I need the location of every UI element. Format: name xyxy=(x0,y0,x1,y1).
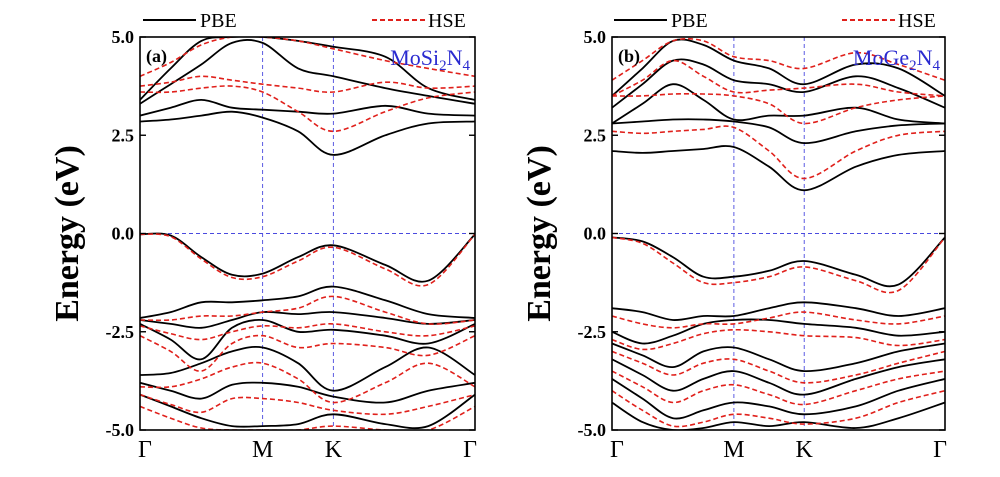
y-tick-label: 0.0 xyxy=(584,224,607,244)
pbe-band-10 xyxy=(612,58,945,109)
material-formula-base: MoGe xyxy=(853,45,909,70)
pbe-band-0 xyxy=(140,232,475,283)
pbe-band-1 xyxy=(612,301,945,321)
pbe-band-0 xyxy=(612,236,945,288)
pbe-band-9 xyxy=(612,83,945,125)
pbe-band-2 xyxy=(140,310,475,329)
y-tick-label: -2.5 xyxy=(578,322,607,342)
pbe-band-1 xyxy=(140,285,475,319)
material-formula-base: MoSi xyxy=(390,45,439,70)
legend-label-pbe: PBE xyxy=(200,10,237,32)
hse-band-9 xyxy=(612,37,945,81)
y-axis-label: Energy (eV) xyxy=(49,145,86,322)
x-tick-label-kpoint: K xyxy=(796,437,814,463)
y-tick-label: -2.5 xyxy=(106,322,135,342)
material-formula-s2: 4 xyxy=(463,58,471,74)
x-tick-label-kpoint: K xyxy=(325,437,343,463)
material-formula-mid: N xyxy=(447,45,463,70)
bands-group xyxy=(140,37,475,430)
pbe-band-8 xyxy=(612,118,945,145)
legend-label-hse: HSE xyxy=(898,10,936,32)
pbe-band-4 xyxy=(140,346,475,392)
y-tick-label: 2.5 xyxy=(584,125,607,145)
legend-label-pbe: PBE xyxy=(671,10,708,32)
y-tick-label: 0.0 xyxy=(112,224,135,244)
material-formula: MoGe2N4 xyxy=(853,45,941,74)
y-axis-label: Energy (eV) xyxy=(521,145,558,322)
hse-band-0 xyxy=(140,233,475,287)
material-formula-s1: 2 xyxy=(909,58,917,74)
x-tick-label-kpoint: M xyxy=(723,437,744,463)
legend-label-hse: HSE xyxy=(428,10,466,32)
hse-band-7 xyxy=(140,85,475,133)
x-tick-label-kpoint: M xyxy=(252,437,273,463)
x-tick-label-kpoint: Γ xyxy=(138,437,152,463)
pbe-band-2 xyxy=(612,318,945,345)
material-formula-s1: 2 xyxy=(439,58,447,74)
hse-band-0 xyxy=(612,236,945,294)
y-tick-label: 5.0 xyxy=(112,27,135,47)
hse-band-3 xyxy=(612,350,945,384)
material-formula-mid: N xyxy=(917,45,933,70)
pbe-band-8 xyxy=(140,98,475,117)
hse-band-6 xyxy=(140,405,475,430)
hse-band-8 xyxy=(612,59,945,97)
pbe-band-7 xyxy=(140,110,475,156)
hse-band-4 xyxy=(140,361,475,404)
pbe-band-7 xyxy=(612,145,945,192)
hse-band-1 xyxy=(612,311,945,329)
pbe-band-11 xyxy=(612,38,945,97)
pbe-band-3 xyxy=(140,318,475,361)
y-tick-label: 2.5 xyxy=(112,125,135,145)
pbe-band-5 xyxy=(612,378,945,420)
hse-band-1 xyxy=(140,295,475,325)
x-tick-label-kpoint: Γ xyxy=(933,437,947,463)
y-tick-label: 5.0 xyxy=(584,27,607,47)
y-tick-label: -5.0 xyxy=(106,420,135,440)
bands-group xyxy=(612,37,945,430)
pbe-band-6 xyxy=(140,393,475,430)
panel-label: (a) xyxy=(146,46,167,67)
material-formula: MoSi2N4 xyxy=(390,45,470,74)
y-tick-label: -5.0 xyxy=(578,420,607,440)
pbe-band-6 xyxy=(612,401,945,430)
pbe-band-4 xyxy=(612,358,945,396)
hse-band-5 xyxy=(140,393,475,416)
x-tick-label-kpoint: Γ xyxy=(463,437,477,463)
x-tick-label-kpoint: Γ xyxy=(610,437,624,463)
hse-band-4 xyxy=(612,370,945,406)
hse-band-3 xyxy=(140,334,475,372)
pbe-band-9 xyxy=(140,39,475,105)
panel-label: (b) xyxy=(618,46,640,67)
pbe-band-5 xyxy=(140,381,475,404)
hse-band-9 xyxy=(140,37,475,78)
pbe-band-3 xyxy=(612,342,945,373)
material-formula-s2: 4 xyxy=(933,58,941,74)
hse-band-7 xyxy=(612,92,945,125)
